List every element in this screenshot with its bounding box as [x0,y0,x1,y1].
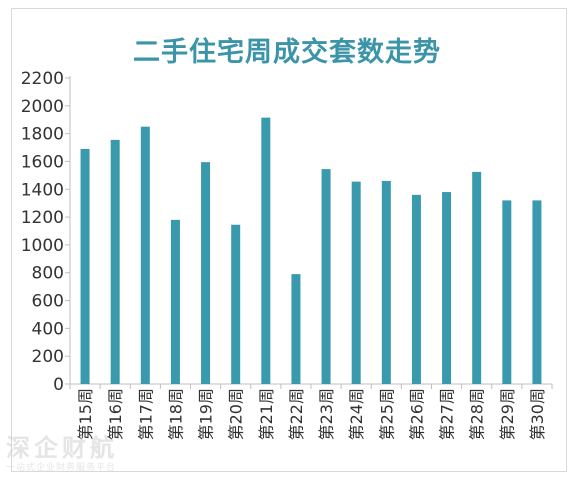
bar [110,139,120,384]
y-tick-label: 2000 [21,97,64,117]
bar [291,274,301,384]
watermark-slogan: 一站式企业财务服务平台 [6,463,117,473]
x-tick-label: 第16周 [106,388,125,440]
y-axis-ticks: 0 200 400 600 800 1000 1200 1400 1600 1800 2000 220… [21,69,70,395]
bar [502,200,512,384]
bar [381,180,391,384]
y-tick-label: 800 [32,264,64,284]
y-tick-label: 200 [32,347,64,367]
watermark: 深企财航 一站式企业财务服务平台 [6,428,118,473]
y-tick-label: 400 [32,319,64,339]
x-tick-label: 第21周 [257,388,276,440]
chart-title: 二手住宅周成交套数走势 [133,37,441,68]
x-tick-label: 第17周 [136,388,155,440]
x-tick-label: 第30周 [528,388,547,440]
y-tick-label: 2200 [21,69,64,89]
bar [80,148,90,384]
x-tick-label: 第24周 [347,388,366,440]
bar [231,224,241,384]
chart-area [11,8,567,472]
bar [140,126,150,384]
x-tick-label: 第15周 [76,388,95,440]
y-tick-label: 0 [53,375,64,395]
bar [351,181,361,384]
x-tick-label: 第29周 [498,388,517,440]
bar [321,169,331,384]
bar [472,171,482,384]
x-tick-label: 第25周 [377,388,396,440]
y-tick-label: 1400 [21,180,64,200]
x-axis-ticks: 第15周 第16周 第17周 第18周 第19周 第20周 第21周 第22周 第23周 第24周… [69,384,553,440]
x-tick-label: 第20周 [227,388,246,440]
y-tick-label: 1600 [21,152,64,172]
x-tick-label: 第26周 [407,388,426,440]
x-tick-label: 第22周 [287,388,306,440]
bar [261,117,271,385]
y-tick-label: 1000 [21,236,64,256]
x-tick-label: 第23周 [317,388,336,440]
x-tick-label: 第27周 [438,388,457,440]
y-tick-label: 1200 [21,208,64,228]
y-tick-label: 600 [32,292,64,312]
bars-group [80,117,542,385]
bar [170,219,180,384]
watermark-logo: 深企财航 [6,433,118,462]
bar [532,200,542,384]
bar [411,194,421,384]
y-tick-label: 1800 [21,125,64,145]
x-tick-label: 第28周 [468,388,487,440]
x-tick-label: 第18周 [166,388,185,440]
x-tick-label: 第19周 [197,388,216,440]
bar [201,162,211,384]
bar [442,192,452,384]
